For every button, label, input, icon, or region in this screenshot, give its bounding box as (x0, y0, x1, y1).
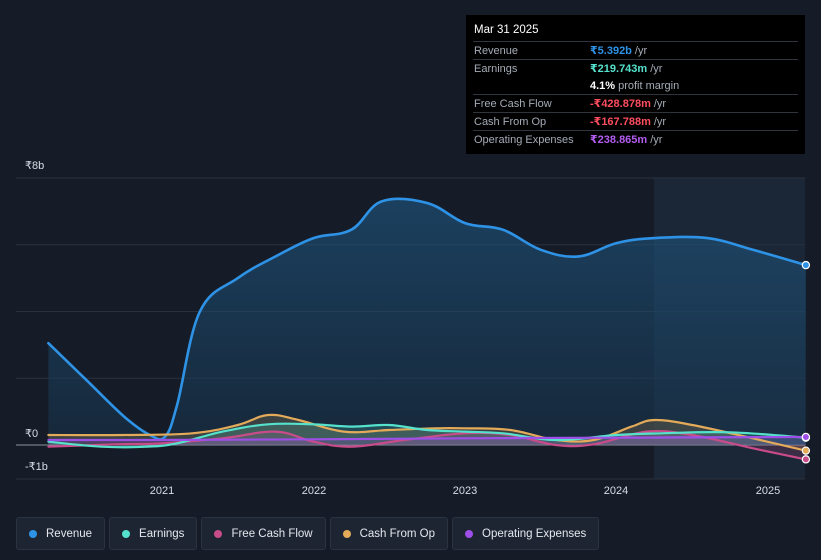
tooltip-row-fcf: Free Cash Flow -₹428.878m /yr (473, 94, 798, 112)
legend-item-operating-expenses[interactable]: Operating Expenses (452, 517, 600, 550)
tooltip-value: ₹219.743m (590, 63, 648, 75)
legend-item-free-cash-flow[interactable]: Free Cash Flow (201, 517, 326, 550)
legend-item-earnings[interactable]: Earnings (109, 517, 198, 550)
tooltip-value: ₹238.865m (590, 134, 648, 146)
revenue-dot-icon (29, 529, 37, 538)
x-tick-2025: 2025 (755, 485, 781, 497)
tooltip-unit: /yr (650, 62, 663, 75)
tooltip-row-earnings: Earnings ₹219.743m /yr (473, 59, 798, 77)
tooltip-unit: /yr (634, 44, 648, 57)
x-tick-2022: 2022 (301, 485, 327, 497)
free-cash-flow-dot-icon (214, 529, 223, 538)
tooltip-unit: /yr (650, 133, 663, 146)
y-tick-zero: ₹0 (25, 428, 39, 440)
legend-item-cash-from-op[interactable]: Cash From Op (329, 517, 449, 550)
tooltip-value: 4.1% (590, 79, 616, 92)
cash-from-op-line (47, 413, 807, 452)
tooltip-date: Mar 31 2025 (474, 24, 539, 36)
tooltip-value: ₹5.392b (590, 45, 632, 57)
x-tick-2024: 2024 (603, 485, 629, 497)
chart-legend: Revenue Earnings Free Cash Flow Cash Fro… (16, 517, 600, 550)
legend-label: Earnings (139, 527, 185, 540)
operating-expenses-line (47, 435, 807, 442)
tooltip-label: Free Cash Flow (474, 97, 552, 110)
tooltip-label: Revenue (474, 44, 519, 57)
free-cash-flow-endpoint (801, 455, 811, 464)
data-tooltip: Mar 31 2025 Revenue ₹5.392b /yr Earnings… (466, 15, 805, 154)
earnings-dot-icon (122, 529, 131, 538)
operating-expenses-endpoint (801, 432, 811, 442)
tooltip-value: -₹428.878m (590, 98, 651, 110)
tooltip-unit: profit margin (618, 79, 680, 92)
tooltip-label: Cash From Op (474, 115, 547, 128)
tooltip-unit: /yr (653, 115, 667, 128)
series-endpoints (801, 260, 811, 464)
legend-label: Operating Expenses (482, 527, 587, 540)
x-tick-2021: 2021 (149, 485, 175, 497)
revenue-area (48, 198, 806, 445)
operating-expenses-dot-icon (465, 529, 474, 538)
tooltip-value: -₹167.788m (590, 116, 651, 128)
tooltip-row-cfo: Cash From Op -₹167.788m /yr (473, 112, 798, 130)
earnings-line (47, 422, 807, 449)
tooltip-label: Earnings (474, 62, 518, 75)
tooltip-unit: /yr (653, 97, 667, 110)
series-lines (47, 197, 808, 461)
legend-label: Free Cash Flow (231, 527, 313, 540)
cash-from-op-endpoint (801, 446, 811, 455)
y-tick-top: ₹8b (25, 160, 45, 172)
tooltip-row-margin: 4.1% profit margin (473, 77, 798, 94)
legend-item-revenue[interactable]: Revenue (16, 517, 106, 550)
cash-from-op-area (48, 414, 806, 451)
tooltip-label: Operating Expenses (474, 133, 574, 146)
free-cash-flow-area (48, 431, 806, 460)
x-tick-2023: 2023 (452, 485, 478, 497)
cash-from-op-dot-icon (342, 529, 351, 538)
legend-label: Revenue (46, 527, 93, 540)
tooltip-row-opex: Operating Expenses ₹238.865m /yr (473, 130, 798, 148)
legend-label: Cash From Op (359, 527, 436, 540)
tooltip-row-revenue: Revenue ₹5.392b /yr (473, 41, 798, 59)
y-tick-bottom: -₹1b (25, 461, 48, 473)
revenue-endpoint (801, 260, 811, 270)
